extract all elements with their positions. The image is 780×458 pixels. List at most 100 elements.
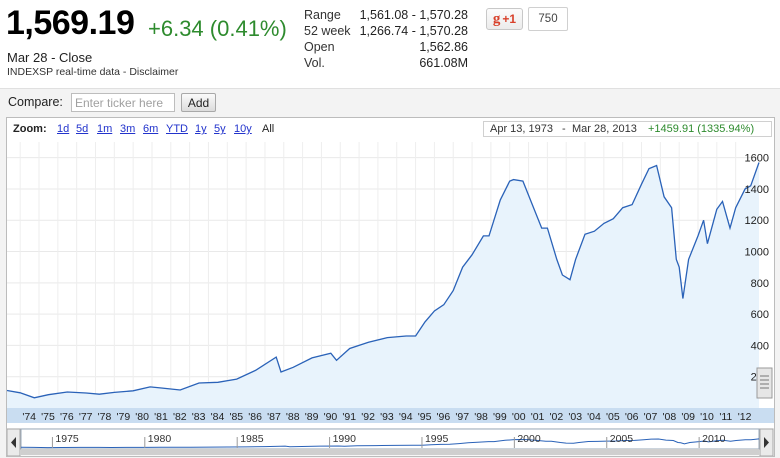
x-tick-label: '03 xyxy=(568,411,582,423)
x-tick-label: '77 xyxy=(79,411,93,423)
close-label: Mar 28 - Close xyxy=(7,50,93,65)
stat-volume: Vol. 661.08M xyxy=(304,56,468,72)
add-compare-button[interactable]: Add xyxy=(181,93,216,112)
plus-one-count: 750 xyxy=(528,7,568,31)
zoom-6m[interactable]: 6m xyxy=(143,123,159,135)
zoom-1m[interactable]: 1m xyxy=(97,123,113,135)
x-tick-label: '91 xyxy=(342,411,356,423)
zoom-bar: Zoom: 1d 5d 1m 3m 6m YTD 1y 5y 10y All A… xyxy=(7,118,774,140)
quote-stats: Range 1,561.08 - 1,570.28 52 week 1,266.… xyxy=(304,8,468,72)
stat-key: Open xyxy=(304,40,335,54)
x-tick-label: '97 xyxy=(455,411,469,423)
x-tick-label: '76 xyxy=(60,411,74,423)
price-line xyxy=(7,162,760,399)
x-tick-label: '78 xyxy=(98,411,112,423)
navigator-tick-label: 1995 xyxy=(425,433,449,445)
x-tick-label: '12 xyxy=(738,411,752,423)
x-tick-label: '92 xyxy=(361,411,375,423)
compare-label: Compare: xyxy=(8,95,63,109)
y-tick-label: 1200 xyxy=(745,215,769,227)
price-chart[interactable]: 2004006008001000120014001600 '74'75'76'7… xyxy=(7,140,774,456)
stat-open: Open 1,562.86 xyxy=(304,40,468,56)
x-tick-label: '05 xyxy=(606,411,620,423)
zoom-1d[interactable]: 1d xyxy=(57,123,70,135)
x-tick-label: '86 xyxy=(248,411,262,423)
zoom-5y[interactable]: 5y xyxy=(214,123,226,135)
x-tick-label: '96 xyxy=(437,411,451,423)
x-tick-label: '81 xyxy=(154,411,168,423)
stat-key: 52 week xyxy=(304,24,351,38)
range-start-date[interactable]: Apr 13, 1973 xyxy=(490,123,553,135)
navigator-tick-label: 1985 xyxy=(240,433,264,445)
x-tick-label: '10 xyxy=(700,411,714,423)
zoom-1y[interactable]: 1y xyxy=(195,123,207,135)
navigator-tick-label: 1975 xyxy=(55,433,79,445)
left-arrow-icon xyxy=(11,437,16,448)
index-price: 1,569.19 xyxy=(6,4,135,42)
stat-key: Range xyxy=(304,8,341,22)
google-g-icon: g xyxy=(492,10,501,27)
zoom-3m[interactable]: 3m xyxy=(120,123,136,135)
range-change: +1459.91 (1335.94%) xyxy=(648,123,755,135)
plus-one-label: +1 xyxy=(502,12,517,26)
x-tick-label: '06 xyxy=(625,411,639,423)
date-range-box: Apr 13, 1973 - Mar 28, 2013 +1459.91 (13… xyxy=(483,121,772,137)
x-tick-label: '84 xyxy=(211,411,225,423)
x-tick-label: '82 xyxy=(173,411,187,423)
stat-value: 1,562.86 xyxy=(419,40,468,54)
y-tick-label: 600 xyxy=(751,309,769,321)
x-tick-label: '07 xyxy=(644,411,658,423)
stat-value: 661.08M xyxy=(419,56,468,70)
x-tick-label: '88 xyxy=(286,411,300,423)
navigator-tick-label: 1980 xyxy=(148,433,172,445)
price-change: +6.34 (0.41%) xyxy=(148,16,287,41)
x-tick-label: '83 xyxy=(192,411,206,423)
y-tick-label: 1400 xyxy=(745,184,769,196)
x-tick-label: '94 xyxy=(399,411,413,423)
compare-ticker-input[interactable] xyxy=(71,93,175,112)
x-tick-label: '95 xyxy=(418,411,432,423)
chart-scrollbar-stack[interactable] xyxy=(756,367,773,399)
range-end-date[interactable]: Mar 28, 2013 xyxy=(572,123,637,135)
x-tick-label: '01 xyxy=(531,411,545,423)
y-tick-label: 1600 xyxy=(745,153,769,165)
x-tick-label: '02 xyxy=(550,411,564,423)
x-tick-label: '89 xyxy=(305,411,319,423)
stat-52-week: 52 week 1,266.74 - 1,570.28 xyxy=(304,24,468,40)
zoom-ytd[interactable]: YTD xyxy=(166,123,188,135)
google-plus-one-button[interactable]: g +1 xyxy=(486,8,523,30)
navigator-tick-label: 2005 xyxy=(610,433,634,445)
navigator-scrollbar[interactable] xyxy=(21,449,759,455)
y-tick-label: 1000 xyxy=(745,247,769,259)
x-tick-label: '99 xyxy=(493,411,507,423)
price-area-fill xyxy=(7,162,759,408)
range-separator: - xyxy=(562,123,566,135)
zoom-10y[interactable]: 10y xyxy=(234,123,252,135)
right-arrow-icon xyxy=(764,437,769,448)
chart-panel: Compare: Add Zoom: 1d 5d 1m 3m 6m YTD 1y… xyxy=(0,88,780,458)
x-tick-label: '98 xyxy=(474,411,488,423)
realtime-data-disclaimer[interactable]: INDEXSP real-time data - Disclaimer xyxy=(7,66,179,78)
x-tick-label: '00 xyxy=(512,411,526,423)
x-tick-label: '85 xyxy=(229,411,243,423)
stat-range: Range 1,561.08 - 1,570.28 xyxy=(304,8,468,24)
navigator-line xyxy=(20,438,760,449)
x-tick-label: '93 xyxy=(380,411,394,423)
stat-value: 1,561.08 - 1,570.28 xyxy=(359,8,468,22)
navigator-tick-label: 1990 xyxy=(333,433,357,445)
x-tick-label: '11 xyxy=(719,411,732,423)
x-tick-label: '08 xyxy=(662,411,676,423)
x-tick-label: '74 xyxy=(22,411,36,423)
x-tick-label: '87 xyxy=(267,411,281,423)
x-tick-label: '79 xyxy=(116,411,130,423)
stat-value: 1,266.74 - 1,570.28 xyxy=(359,24,468,38)
y-tick-label: 400 xyxy=(751,340,769,352)
zoom-all[interactable]: All xyxy=(262,123,275,135)
zoom-5d[interactable]: 5d xyxy=(76,123,89,135)
x-axis-band xyxy=(7,408,774,423)
x-tick-label: '09 xyxy=(681,411,695,423)
x-tick-label: '90 xyxy=(324,411,338,423)
y-tick-label: 800 xyxy=(751,278,769,290)
stat-key: Vol. xyxy=(304,56,325,70)
x-tick-label: '75 xyxy=(41,411,55,423)
